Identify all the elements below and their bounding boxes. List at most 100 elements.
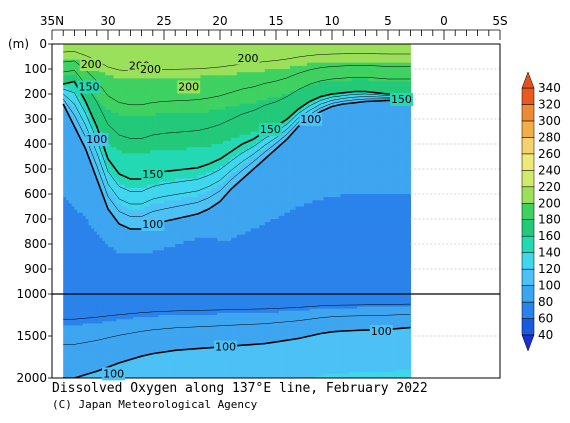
field-cell — [77, 197, 81, 201]
field-cell — [110, 278, 115, 283]
field-cell — [71, 365, 75, 369]
field-cell — [66, 172, 70, 176]
field-cell — [138, 331, 143, 335]
field-cell — [136, 115, 140, 120]
field-cell — [133, 165, 137, 170]
field-cell — [68, 240, 73, 245]
field-cell — [74, 346, 78, 350]
field-cell — [82, 275, 87, 279]
field-cell — [141, 181, 145, 186]
field-cell — [88, 290, 92, 295]
field-cell — [164, 184, 168, 189]
field-cell — [116, 284, 120, 289]
field-cell — [147, 128, 151, 133]
field-cell — [169, 103, 173, 108]
field-cell — [127, 281, 131, 286]
field-cell — [63, 78, 67, 83]
field-cell — [138, 140, 143, 145]
field-cell — [80, 209, 84, 214]
field-cell — [94, 256, 98, 261]
field-cell — [133, 323, 137, 327]
field-cell — [172, 359, 176, 362]
field-cell — [99, 312, 103, 316]
field-cell — [77, 165, 81, 170]
field-cell — [66, 231, 70, 236]
field-cell — [138, 128, 143, 133]
field-cell — [161, 44, 165, 48]
field-cell — [178, 131, 182, 136]
field-cell — [172, 275, 176, 279]
field-cell — [175, 298, 179, 301]
field-cell — [164, 115, 168, 120]
field-cell — [158, 278, 162, 283]
field-cell — [96, 296, 101, 299]
field-cell — [105, 225, 109, 229]
field-cell — [150, 244, 154, 248]
field-cell — [105, 323, 109, 327]
field-cell — [68, 128, 73, 133]
field-cell — [119, 215, 123, 220]
field-cell — [127, 331, 131, 335]
field-cell — [68, 53, 73, 58]
field-cell — [161, 212, 165, 217]
field-cell — [94, 169, 98, 173]
field-cell — [108, 306, 112, 310]
field-cell — [85, 44, 89, 48]
field-cell — [141, 281, 145, 286]
field-cell — [147, 109, 151, 114]
field-cell — [66, 371, 70, 375]
field-cell — [96, 187, 101, 192]
field-cell — [88, 315, 92, 318]
field-cell — [105, 90, 109, 95]
field-cell — [102, 87, 106, 92]
field-cell — [110, 344, 115, 348]
field-cell — [147, 200, 151, 204]
field-cell — [155, 253, 159, 258]
field-cell — [155, 162, 159, 167]
field-cell — [82, 325, 87, 329]
field-cell — [63, 336, 67, 339]
field-cell — [169, 140, 173, 145]
field-cell — [130, 84, 134, 89]
field-cell — [172, 357, 176, 360]
field-cell — [91, 44, 95, 48]
field-cell — [91, 302, 95, 306]
field-cell — [130, 78, 134, 83]
field-cell — [68, 94, 73, 98]
field-cell — [178, 106, 182, 111]
field-cell — [102, 331, 106, 335]
field-cell — [119, 165, 123, 170]
field-cell — [63, 329, 67, 333]
field-cell — [68, 103, 73, 108]
field-cell — [88, 346, 92, 350]
field-cell — [80, 281, 84, 286]
field-cell — [141, 361, 145, 364]
field-cell — [124, 281, 129, 286]
field-cell — [124, 357, 129, 360]
field-cell — [94, 333, 98, 337]
field-cell — [133, 262, 137, 267]
field-cell — [91, 184, 95, 189]
field-cell — [66, 87, 70, 92]
field-cell — [164, 109, 168, 114]
field-cell — [133, 184, 137, 189]
field-cell — [175, 140, 179, 145]
field-cell — [150, 159, 154, 164]
field-cell — [102, 178, 106, 183]
field-cell — [178, 187, 182, 192]
field-cell — [158, 103, 162, 108]
field-cell — [77, 94, 81, 98]
field-cell — [68, 269, 73, 273]
field-cell — [102, 81, 106, 86]
field-cell — [71, 348, 75, 352]
field-cell — [66, 219, 70, 223]
field-cell — [127, 75, 131, 79]
field-cell — [161, 375, 165, 378]
field-cell — [108, 215, 112, 220]
field-cell — [122, 65, 126, 70]
field-cell — [152, 375, 157, 378]
field-cell — [110, 184, 115, 189]
field-cell — [77, 247, 81, 251]
field-cell — [133, 244, 137, 248]
field-cell — [175, 231, 179, 236]
